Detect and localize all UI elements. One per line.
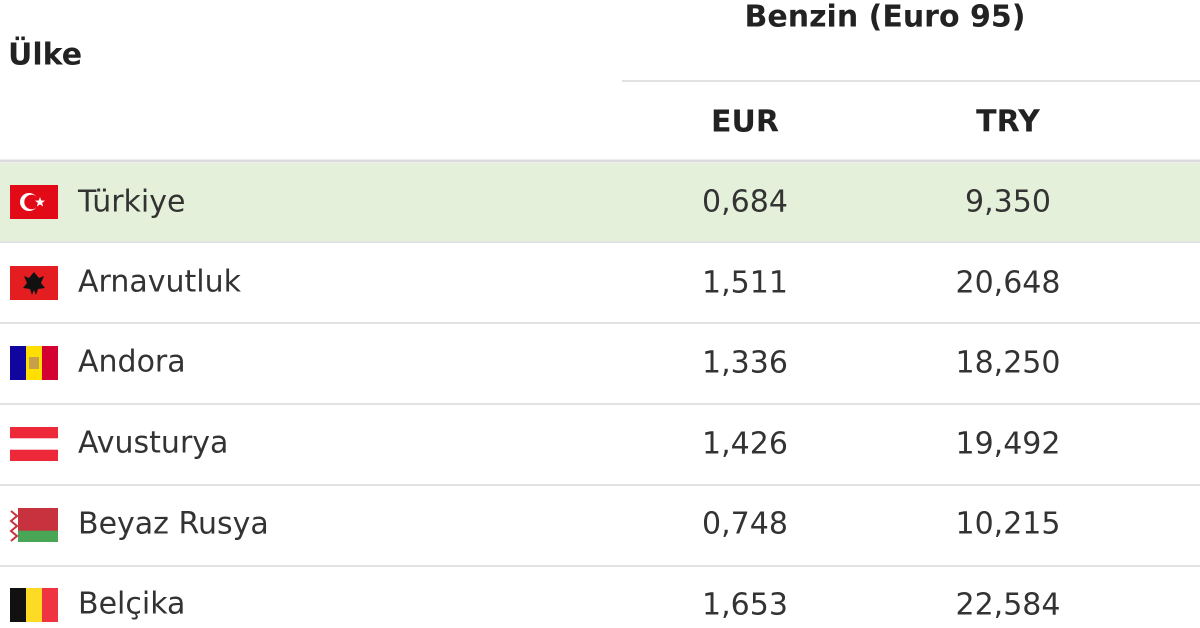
country-name: Beyaz Rusya <box>78 507 269 542</box>
row-highlight <box>0 163 1200 241</box>
flag-andorra <box>10 346 58 380</box>
country-name: Andora <box>78 345 186 380</box>
column-header: TRY <box>976 105 1041 140</box>
flag-austria <box>10 427 58 461</box>
eur-price: 1,653 <box>702 588 788 623</box>
try-price: 22,584 <box>956 588 1061 623</box>
group-header: Benzin (Euro 95) <box>745 0 1026 35</box>
country-header: Ülke <box>8 36 82 73</box>
country-name: Belçika <box>78 587 185 622</box>
country-name: Arnavutluk <box>78 265 242 300</box>
eur-price: 1,426 <box>702 427 788 462</box>
try-price: 19,492 <box>956 427 1061 462</box>
table-body: Türkiye 0,684 9,350 Arnavutluk 1,511 20,… <box>77 185 1060 623</box>
country-name: Avusturya <box>78 426 228 461</box>
try-price: 18,250 <box>956 346 1061 381</box>
try-price: 10,215 <box>956 507 1061 542</box>
eur-price: 0,748 <box>702 507 788 542</box>
flag-albania <box>10 266 58 300</box>
eur-price: 1,336 <box>702 346 788 381</box>
try-price: 9,350 <box>965 185 1051 220</box>
column-header: EUR <box>711 105 779 140</box>
eur-price: 1,511 <box>702 266 788 301</box>
try-price: 20,648 <box>956 266 1061 301</box>
country-name: Türkiye <box>77 185 185 220</box>
eur-price: 0,684 <box>702 185 788 220</box>
flag-turkey <box>10 185 58 219</box>
flag-belarus <box>9 508 58 542</box>
flag-belgium <box>10 588 58 622</box>
